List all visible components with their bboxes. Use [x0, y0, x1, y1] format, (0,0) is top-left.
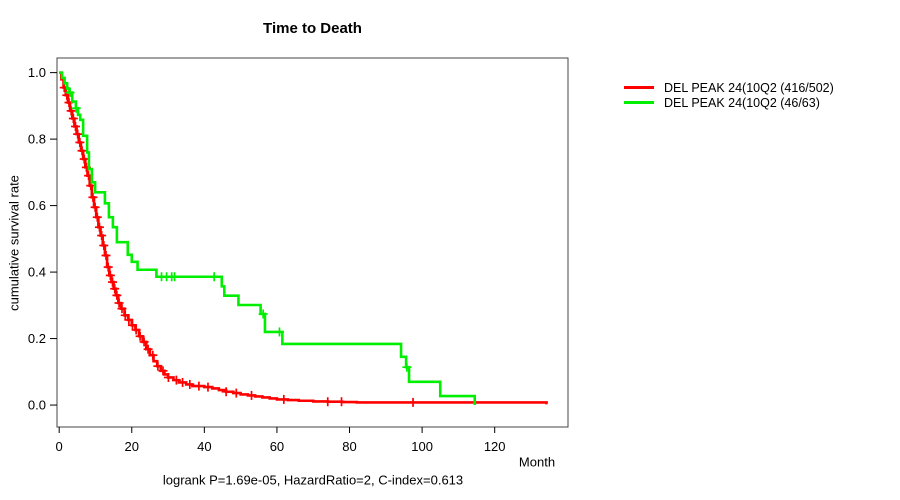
- plot-box: [56, 57, 569, 428]
- y-axis-tick-label: 0.6: [28, 198, 46, 213]
- survival-curve-group1: [59, 71, 548, 405]
- x-axis-tick-label: 60: [270, 439, 284, 454]
- x-axis-tick-label: 40: [197, 439, 211, 454]
- x-axis-tick-label: 80: [342, 439, 356, 454]
- survival-curve-group2: [59, 71, 477, 406]
- legend: DEL PEAK 24(10Q2 (416/502) DEL PEAK 24(1…: [624, 80, 834, 110]
- legend-row-group1: DEL PEAK 24(10Q2 (416/502): [624, 80, 834, 95]
- x-axis-tick-label: 100: [411, 439, 433, 454]
- y-axis-tick-label: 0.2: [28, 331, 46, 346]
- chart-title: Time to Death: [263, 20, 362, 37]
- y-axis-tick-label: 0.8: [28, 132, 46, 147]
- x-axis-tick-label: 0: [56, 439, 63, 454]
- x-axis-label: Month: [518, 454, 556, 470]
- x-axis-tick-label: 120: [484, 439, 506, 454]
- legend-label-group2: DEL PEAK 24(10Q2 (46/63): [664, 95, 820, 110]
- y-axis-tick-label: 1.0: [28, 65, 46, 80]
- y-axis-label: cumulative survival rate: [6, 175, 22, 311]
- legend-line-sample-green: [624, 101, 654, 104]
- statistics-annotation: logrank P=1.69e-05, HazardRatio=2, C-ind…: [162, 472, 464, 488]
- y-axis-tick-label: 0.0: [28, 398, 46, 413]
- legend-line-sample-red: [624, 86, 654, 89]
- x-axis-tick-label: 20: [125, 439, 139, 454]
- y-axis-tick-label: 0.4: [28, 265, 46, 280]
- legend-row-group2: DEL PEAK 24(10Q2 (46/63): [624, 95, 834, 110]
- legend-label-group1: DEL PEAK 24(10Q2 (416/502): [664, 80, 834, 95]
